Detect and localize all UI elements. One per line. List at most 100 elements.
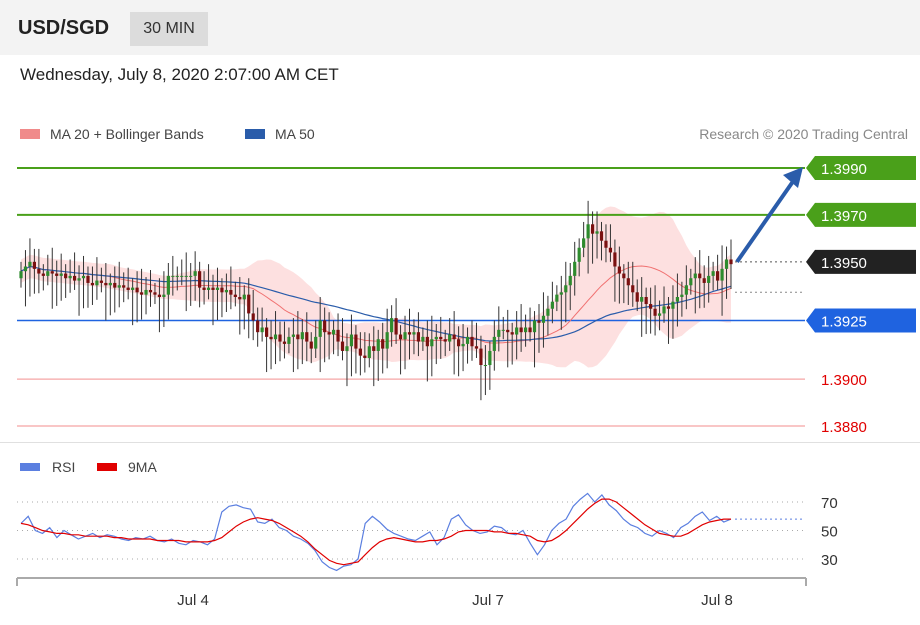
candle-body <box>662 306 666 314</box>
candle-body <box>729 259 733 265</box>
candle-body <box>568 275 572 286</box>
candle-body <box>599 231 604 241</box>
candle-body <box>345 346 349 351</box>
timeframe-badge[interactable]: 30 MIN <box>130 12 208 46</box>
candle-body <box>363 355 367 358</box>
candle-body <box>506 329 510 333</box>
candle-body <box>95 280 99 286</box>
candle-body <box>148 289 153 293</box>
x-tick-label: Jul 8 <box>701 592 733 609</box>
rsi-ma9-line <box>20 498 731 566</box>
candle-body <box>430 339 434 347</box>
candle-body <box>684 285 688 295</box>
candle-body <box>251 313 255 321</box>
candle-body <box>479 348 483 366</box>
candle-body <box>139 292 144 295</box>
level-badge-text-1.3990: 1.3990 <box>821 161 867 178</box>
candle-body <box>81 275 86 279</box>
candle-body <box>586 224 590 239</box>
level-badges: 1.3990 1.3970 1.3950 1.3925 1.3900 1.3880 <box>806 156 916 436</box>
candle-body <box>707 275 711 283</box>
candle-body <box>457 339 461 347</box>
forecast-arrow-shaft <box>735 178 796 263</box>
candle-body <box>671 301 675 309</box>
candle-body <box>247 294 251 314</box>
candle-body <box>287 336 291 344</box>
candle-body <box>77 278 81 281</box>
x-tick-label: Jul 7 <box>472 592 504 609</box>
candle-body <box>372 346 376 351</box>
ma9-legend-label: 9MA <box>128 459 157 475</box>
candle-body <box>680 294 684 297</box>
candle-body <box>461 343 465 347</box>
candle-body <box>206 287 211 290</box>
ma50-legend-swatch <box>245 129 265 139</box>
level-badge-text-1.3950: 1.3950 <box>821 255 867 272</box>
candle-body <box>211 287 215 290</box>
candle-body <box>229 289 233 295</box>
panel-divider <box>0 442 920 443</box>
header-bar: USD/SGD 30 MIN <box>0 0 920 55</box>
level-badge-1.3990 <box>806 156 916 180</box>
ma20-line <box>20 265 732 344</box>
candle-body <box>376 339 380 351</box>
candle-body <box>19 271 23 279</box>
candle-body <box>425 336 429 347</box>
candle-body <box>233 294 237 297</box>
candle-body <box>698 273 702 279</box>
candle-body <box>122 285 126 288</box>
candle-body <box>291 334 295 337</box>
candle-body <box>46 271 50 276</box>
chart-datetime: Wednesday, July 8, 2020 2:07:00 AM CET <box>20 65 339 84</box>
candle-body <box>390 318 394 333</box>
x-tick-label: Jul 4 <box>177 592 209 609</box>
rsi-legend-swatch <box>20 463 40 471</box>
candle-body <box>541 315 546 323</box>
candle-body <box>465 336 470 344</box>
candle-body <box>617 266 621 274</box>
level-label-1.3880: 1.3880 <box>821 419 867 436</box>
candle-body <box>675 297 680 302</box>
candle-body <box>59 273 63 276</box>
candle-body <box>314 336 318 349</box>
candle-body <box>305 332 309 342</box>
candle-body <box>224 289 229 293</box>
candle-body <box>546 308 550 316</box>
candle-body <box>488 350 492 366</box>
candle-body <box>448 334 452 342</box>
candle-body <box>336 329 340 342</box>
candle-body <box>50 271 54 274</box>
forecast-arrow-head <box>783 167 803 188</box>
candle-body <box>523 327 528 333</box>
candle-body <box>394 318 398 335</box>
ma50-legend-label: MA 50 <box>275 126 315 142</box>
candle-body <box>184 275 188 277</box>
candle-body <box>220 287 224 293</box>
candle-body <box>189 275 193 277</box>
bollinger-legend-swatch <box>20 129 40 139</box>
candle-body <box>108 282 112 286</box>
candle-body <box>153 292 157 295</box>
candle-body <box>515 327 519 335</box>
level-label-1.3900: 1.3900 <box>821 372 867 389</box>
candle-body <box>117 285 121 288</box>
candle-body <box>604 240 608 248</box>
candle-body <box>582 238 586 248</box>
candle-body <box>193 271 197 276</box>
x-axis: Jul 4 Jul 7 Jul 8 <box>16 577 807 609</box>
level-badge-text-1.3970: 1.3970 <box>821 208 867 225</box>
candle-body <box>126 287 130 290</box>
candle-body <box>702 278 706 283</box>
candle-body <box>104 282 108 286</box>
candle-body <box>135 287 139 293</box>
bollinger-legend-label: MA 20 + Bollinger Bands <box>50 126 204 142</box>
rsi-legend-label: RSI <box>52 459 75 475</box>
candle-body <box>215 287 220 290</box>
candle-body <box>260 327 264 333</box>
candle-body <box>470 336 474 347</box>
candle-body <box>99 280 103 283</box>
candle-body <box>434 336 438 340</box>
rsi-tick-label: 70 <box>821 495 838 512</box>
candle-body <box>644 297 648 305</box>
candle-body <box>367 346 371 358</box>
